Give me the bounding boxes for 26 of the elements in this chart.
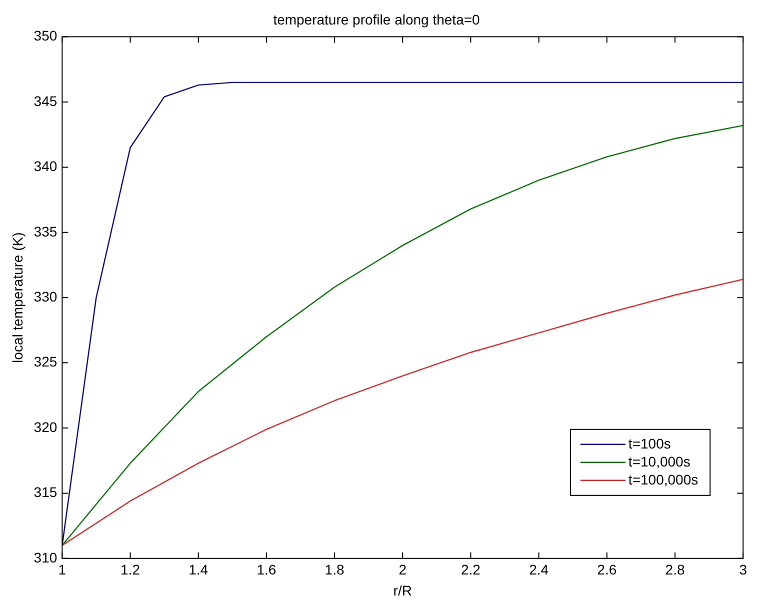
x-tick-label: 2.2 bbox=[460, 562, 481, 578]
y-tick-label: 330 bbox=[34, 288, 58, 304]
x-tick-label: 2.4 bbox=[529, 562, 549, 578]
x-tick-label: 2.8 bbox=[665, 562, 685, 578]
legend-label: t=10,000s bbox=[628, 453, 690, 470]
y-tick-label: 310 bbox=[34, 549, 58, 566]
x-axis-title: r/R bbox=[393, 582, 412, 598]
y-axis-title: local temperature (K) bbox=[9, 232, 26, 363]
legend-label: t=100s bbox=[628, 435, 671, 452]
y-tick-label: 350 bbox=[34, 28, 58, 44]
x-tick-label: 1 bbox=[58, 562, 66, 578]
y-tick-label: 340 bbox=[34, 158, 58, 174]
x-tick-label: 1.8 bbox=[324, 562, 344, 578]
y-tick-label: 345 bbox=[34, 92, 58, 109]
x-tick-label: 1.6 bbox=[256, 562, 276, 578]
y-tick-label: 320 bbox=[34, 418, 58, 435]
y-tick-label: 325 bbox=[34, 354, 58, 370]
y-tick-label: 335 bbox=[34, 223, 58, 240]
y-tick-label: 315 bbox=[34, 484, 58, 500]
legend-label: t=100,000s bbox=[628, 471, 698, 488]
x-tick-label: 1.2 bbox=[120, 562, 140, 578]
x-tick-label: 2 bbox=[398, 562, 407, 578]
chart-title: temperature profile along theta=0 bbox=[273, 11, 480, 28]
x-tick-label: 3 bbox=[739, 562, 748, 578]
x-tick-label: 1.4 bbox=[188, 562, 208, 578]
x-tick-label: 2.6 bbox=[597, 562, 617, 578]
